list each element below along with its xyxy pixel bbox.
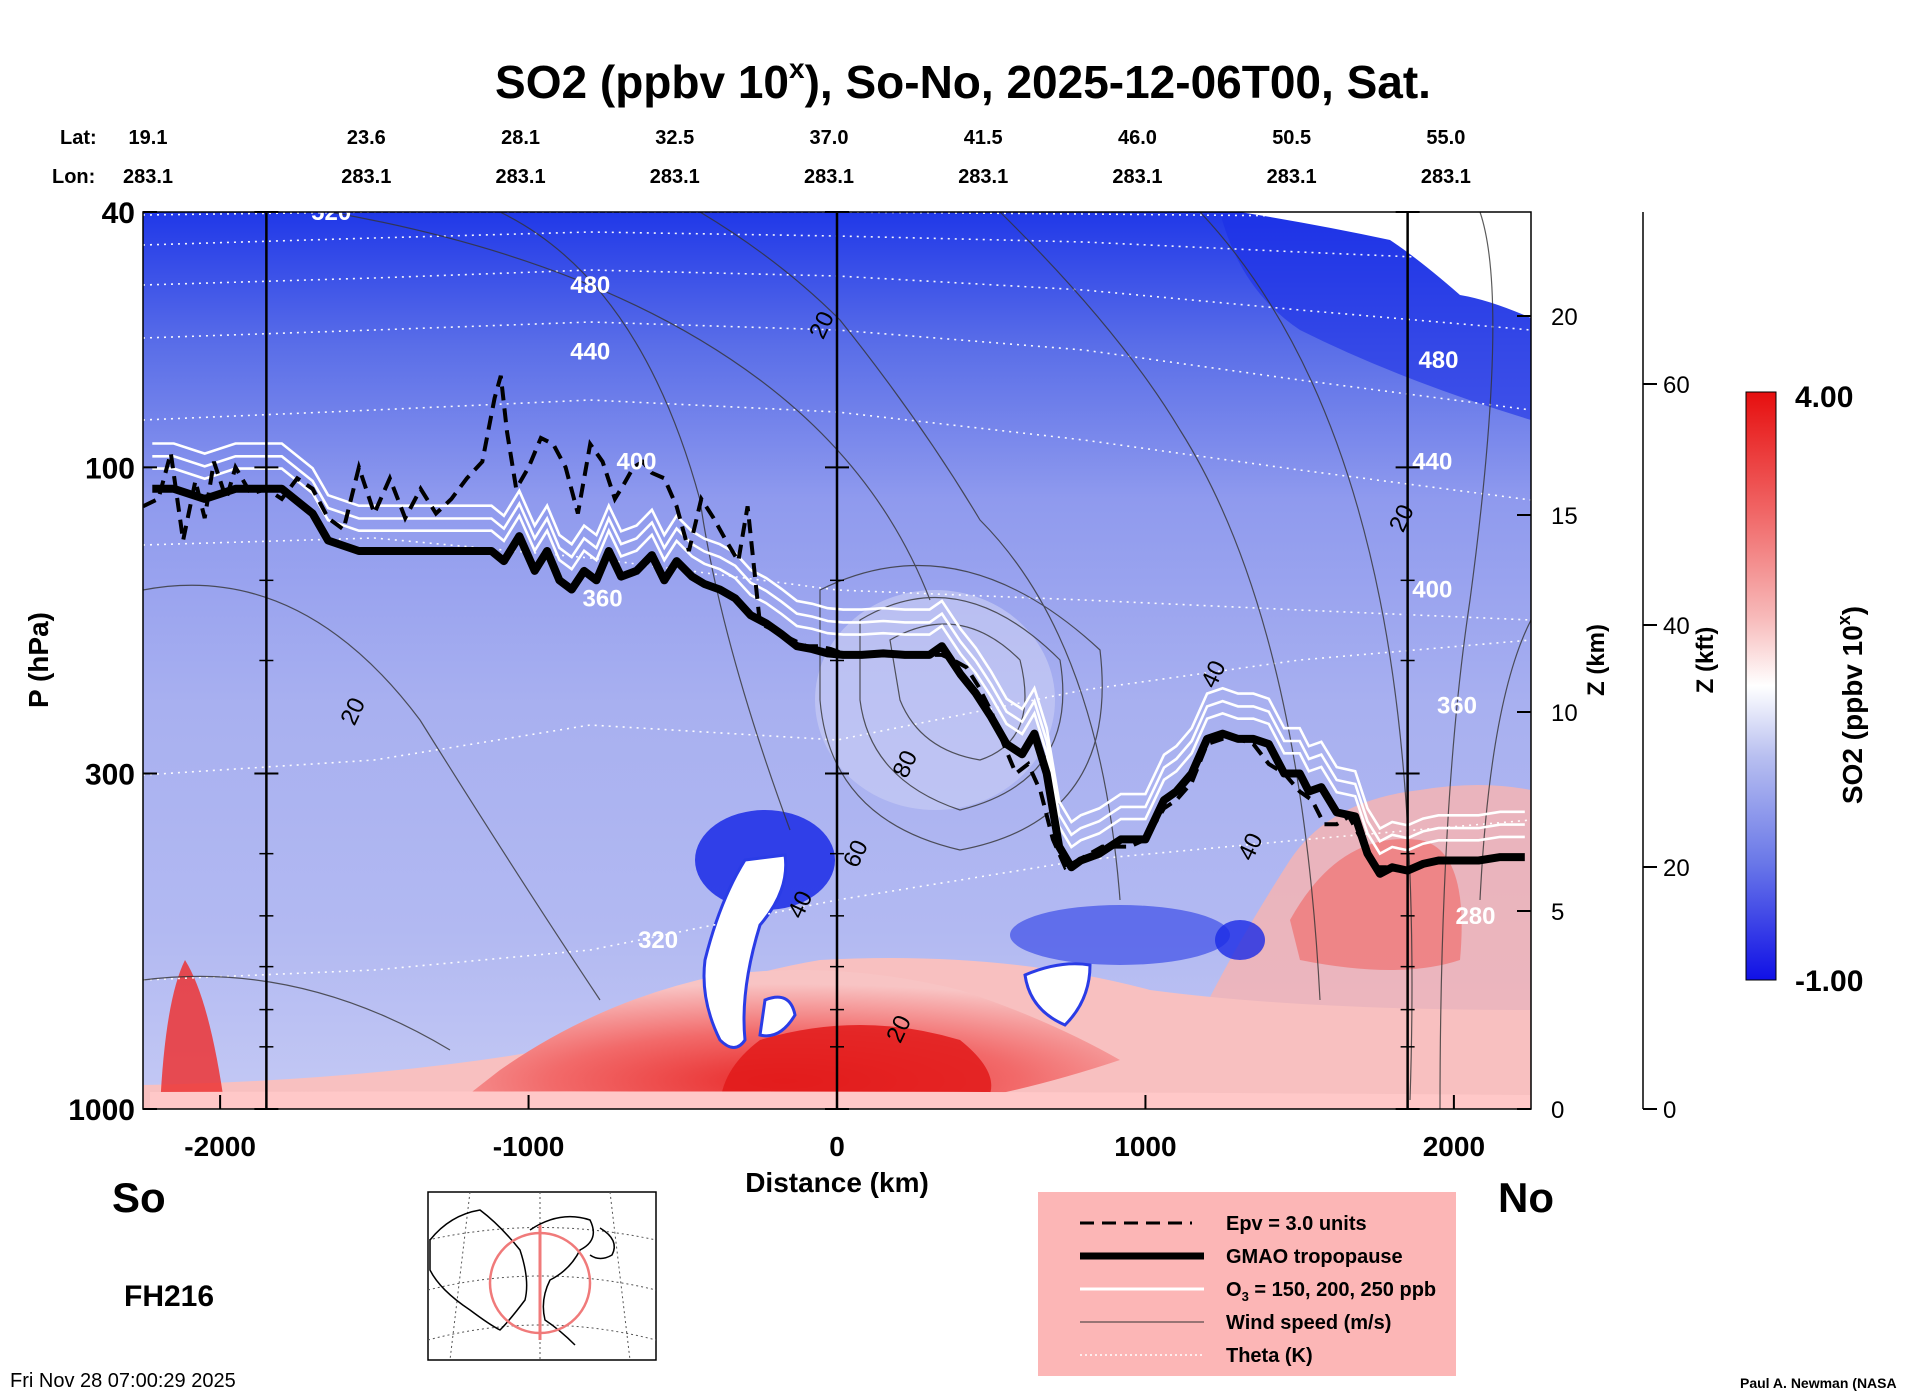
theta-label: 360 [1437, 692, 1477, 719]
legend-epv: Epv = 3.0 units [1226, 1213, 1367, 1235]
timestamp: Fri Nov 28 07:00:29 2025 [10, 1370, 236, 1392]
z-km-tick-label: 20 [1551, 304, 1578, 331]
x-tick-label: -1000 [493, 1131, 565, 1162]
z-kft-tick-label: 0 [1663, 1097, 1676, 1124]
forecast-hour: FH216 [124, 1280, 214, 1313]
lon-label: 283.1 [804, 166, 854, 188]
theta-line [143, 639, 1531, 776]
colorbar [1745, 391, 1777, 981]
lon-label: 283.1 [650, 166, 700, 188]
lat-row-label: Lat: [60, 127, 97, 149]
legend: Epv = 3.0 units GMAO tropopause O3 = 150… [1038, 1192, 1456, 1376]
lon-label: 283.1 [341, 166, 391, 188]
lat-label: 50.5 [1272, 127, 1311, 149]
lat-label: 55.0 [1426, 127, 1465, 149]
y-tick-label: 100 [85, 452, 135, 485]
colorbar-min-label: -1.00 [1795, 965, 1863, 998]
legend-theta: Theta (K) [1226, 1345, 1313, 1367]
ozone-line [152, 455, 1525, 844]
lon-label: 283.1 [123, 166, 173, 188]
north-label: No [1498, 1174, 1554, 1221]
theta-label: 440 [1412, 449, 1452, 476]
lat-label: 28.1 [501, 127, 540, 149]
z-km-tick-label: 0 [1551, 1097, 1564, 1124]
legend-tropopause: GMAO tropopause [1226, 1246, 1403, 1268]
theta-label: 280 [1455, 903, 1495, 930]
colorbar-label: SO2 (ppbv 10x) [1834, 606, 1868, 804]
z-kft-axis-label: Z (kft) [1692, 627, 1719, 694]
z-km-axis-label: Z (km) [1583, 624, 1610, 696]
ozone-line [152, 442, 1525, 831]
lat-label: 19.1 [129, 127, 168, 149]
theta-label: 360 [583, 585, 623, 612]
south-label: So [112, 1174, 166, 1221]
y-tick-label: 40 [102, 197, 135, 230]
theta-label: 480 [570, 272, 610, 299]
y-axis: 1000 300 100 40 [68, 197, 157, 1127]
tropopause-line [152, 484, 1525, 878]
z-kft-tick-label: 20 [1663, 855, 1690, 882]
colorbar-max-label: 4.00 [1795, 381, 1853, 414]
z-kft-axis: 0 20 40 60 [1642, 212, 1690, 1124]
lon-label: 283.1 [1112, 166, 1162, 188]
theta-label: 400 [616, 449, 656, 476]
credit: Paul A. Newman (NASA [1740, 1375, 1897, 1391]
z-kft-tick-label: 40 [1663, 613, 1690, 640]
x-axis: -2000 -1000 0 1000 2000 [184, 1095, 1485, 1162]
lat-label: 37.0 [810, 127, 849, 149]
lat-label: 23.6 [347, 127, 386, 149]
theta-label: 480 [1418, 347, 1458, 374]
x-tick-label: 0 [829, 1131, 845, 1162]
theta-line [143, 537, 1531, 621]
x-tick-label: 2000 [1423, 1131, 1485, 1162]
x-tick-label: -2000 [184, 1131, 256, 1162]
z-km-axis: 0 5 10 15 20 [1517, 304, 1578, 1124]
ozone-contours [152, 442, 1525, 856]
theta-label: 440 [570, 339, 610, 366]
theta-label: 400 [1412, 576, 1452, 603]
lat-label: 46.0 [1118, 127, 1157, 149]
lat-lon-labels: 19.1 283.1 23.6 283.1 28.1 283.1 32.5 283.1 37.0… [123, 127, 1471, 188]
lon-label: 283.1 [1421, 166, 1471, 188]
x-tick-label: 1000 [1114, 1131, 1176, 1162]
z-kft-tick-label: 60 [1663, 372, 1690, 399]
legend-wind: Wind speed (m/s) [1226, 1312, 1391, 1334]
y-axis-label: P (hPa) [23, 612, 54, 708]
lat-label: 32.5 [655, 127, 694, 149]
lon-row-label: Lon: [52, 166, 95, 188]
lat-label: 41.5 [964, 127, 1003, 149]
y-tick-label: 300 [85, 758, 135, 791]
y-tick-label: 1000 [68, 1094, 135, 1127]
map-icon [427, 1191, 657, 1361]
lon-label: 283.1 [496, 166, 546, 188]
z-km-tick-label: 15 [1551, 503, 1578, 530]
theta-label: 320 [638, 927, 678, 954]
z-km-tick-label: 5 [1551, 899, 1564, 926]
x-axis-label: Distance (km) [745, 1167, 929, 1198]
lon-label: 283.1 [958, 166, 1008, 188]
z-km-tick-label: 10 [1551, 700, 1578, 727]
lon-label: 283.1 [1267, 166, 1317, 188]
epv-line [143, 375, 1412, 873]
ozone-line [152, 467, 1525, 856]
chart-title: SO2 (ppbv 10x), So-No, 2025-12-06T00, Sa… [495, 53, 1431, 108]
theta-line [143, 212, 1531, 219]
legend-ozone: O3 = 150, 200, 250 ppb [1226, 1279, 1436, 1304]
